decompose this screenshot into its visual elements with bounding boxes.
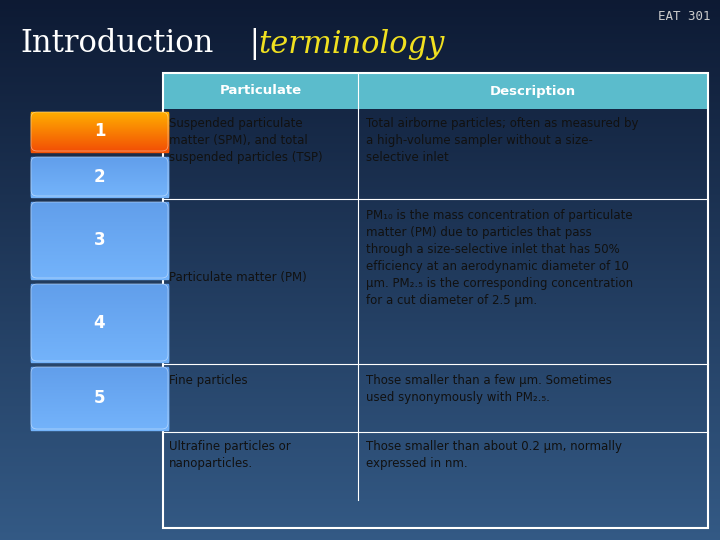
Text: terminology: terminology — [258, 29, 444, 59]
Text: 4: 4 — [94, 314, 105, 332]
Text: 2: 2 — [94, 167, 105, 186]
FancyBboxPatch shape — [163, 73, 708, 109]
Text: Description: Description — [490, 84, 576, 98]
Text: EAT 301: EAT 301 — [657, 10, 710, 23]
FancyBboxPatch shape — [163, 199, 708, 364]
Text: Fine particles: Fine particles — [169, 374, 248, 387]
Text: Those smaller than about 0.2 μm, normally
expressed in nm.: Those smaller than about 0.2 μm, normall… — [366, 440, 622, 470]
Text: 1: 1 — [94, 123, 105, 140]
Text: Total airborne particles; often as measured by
a high-volume sampler without a s: Total airborne particles; often as measu… — [366, 117, 639, 164]
Text: 5: 5 — [94, 389, 105, 407]
Text: 3: 3 — [94, 231, 105, 249]
Text: Particulate matter (PM): Particulate matter (PM) — [169, 271, 307, 284]
Text: Introduction: Introduction — [20, 29, 213, 59]
Text: Suspended particulate
matter (SPM), and total
suspended particles (TSP): Suspended particulate matter (SPM), and … — [169, 117, 323, 164]
Text: |: | — [240, 28, 260, 60]
Text: Ultrafine particles or
nanoparticles.: Ultrafine particles or nanoparticles. — [169, 440, 291, 470]
Text: Those smaller than a few μm. Sometimes
used synonymously with PM₂.₅.: Those smaller than a few μm. Sometimes u… — [366, 374, 612, 404]
Text: Particulate: Particulate — [220, 84, 302, 98]
FancyBboxPatch shape — [163, 364, 708, 432]
FancyBboxPatch shape — [163, 432, 708, 500]
FancyBboxPatch shape — [163, 109, 708, 199]
Text: PM₁₀ is the mass concentration of particulate
matter (PM) due to particles that : PM₁₀ is the mass concentration of partic… — [366, 209, 633, 307]
